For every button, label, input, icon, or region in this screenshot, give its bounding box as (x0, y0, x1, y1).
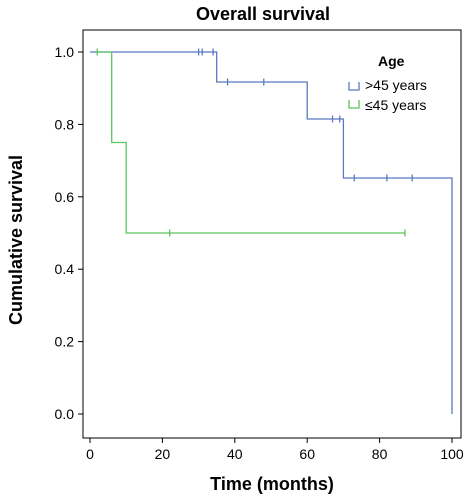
legend-swatch-over45 (348, 82, 360, 91)
y-axis-title: Cumulative survival (6, 155, 26, 325)
x-tick-label: 0 (86, 446, 94, 462)
legend-swatch-under45 (348, 100, 360, 109)
y-tick-label: 0.8 (55, 116, 75, 132)
legend: Age >45 years ≤45 years (348, 53, 427, 113)
legend-title: Age (378, 53, 405, 69)
survival-curve-under45 (97, 51, 405, 234)
legend-label-under45: ≤45 years (365, 97, 426, 113)
y-tick-label: 0.0 (55, 406, 75, 422)
x-tick-label: 20 (155, 446, 171, 462)
legend-label-over45: >45 years (365, 77, 427, 93)
y-tick-label: 0.2 (55, 334, 75, 350)
survival-curve-over45 (90, 51, 453, 414)
series-layer (90, 48, 453, 414)
x-tick-label: 40 (227, 446, 243, 462)
x-tick-label: 60 (299, 446, 315, 462)
y-tick-label: 1.0 (55, 44, 75, 60)
y-tick-label: 0.6 (55, 189, 75, 205)
y-tick-label: 0.4 (55, 261, 75, 277)
axis-ticks: 0 20 40 60 80 100 0.0 0.2 0.4 0.6 0.8 1.0 (55, 44, 464, 462)
x-tick-label: 80 (372, 446, 388, 462)
plot-frame (82, 29, 462, 439)
chart-title: Overall survival (196, 4, 330, 24)
x-axis-title: Time (months) (210, 474, 334, 494)
x-tick-label: 100 (440, 446, 464, 462)
